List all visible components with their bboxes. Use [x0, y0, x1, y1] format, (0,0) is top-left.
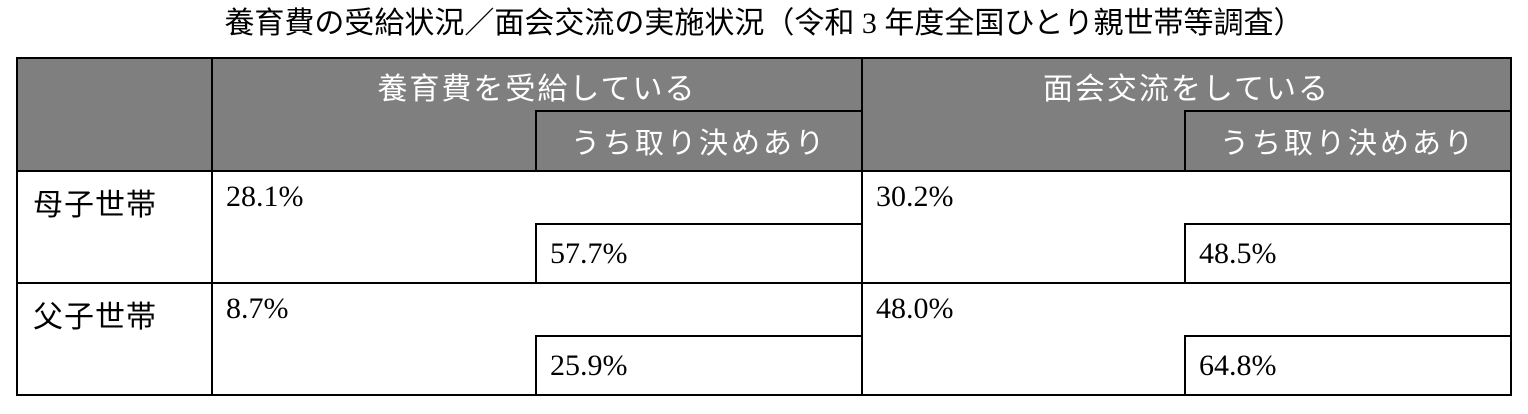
header-sub-label-text: うち取り決めあり [1219, 128, 1476, 160]
header-sub-label-child-support: うち取り決めあり [535, 110, 861, 170]
header-corner-cell [18, 59, 211, 172]
cell-sub-value: 25.9% [550, 348, 628, 382]
cell-father-child-support: 8.7% 25.9% [213, 284, 861, 394]
cell-mother-child-support: 28.1% 57.7% [213, 172, 861, 284]
header-sub-label-visitation: うち取り決めあり [1184, 110, 1510, 170]
header-group-child-support: 養育費を受給している うち取り決めあり [213, 59, 861, 172]
cell-main-value: 28.1% [226, 180, 304, 213]
header-group-label: 面会交流をしている [1042, 72, 1331, 106]
cell-mother-visitation: 30.2% 48.5% [863, 172, 1510, 284]
cell-sub-value: 64.8% [1199, 348, 1277, 382]
survey-table: 母子世帯 父子世帯 養育費を受給している うち取り決めあり 28.1% 57.7… [16, 57, 1512, 396]
cell-sub-box: 57.7% [535, 223, 861, 282]
cell-main-value: 48.0% [876, 292, 954, 325]
cell-sub-value: 48.5% [1199, 236, 1277, 270]
column-group-visitation: 面会交流をしている うち取り決めあり 30.2% 48.5% 48.0% 64.… [863, 59, 1510, 394]
cell-sub-box: 48.5% [1184, 223, 1510, 282]
row-label-cell-mother: 母子世帯 [18, 172, 211, 284]
cell-sub-box: 25.9% [535, 335, 861, 394]
column-group-child-support: 養育費を受給している うち取り決めあり 28.1% 57.7% 8.7% 25.… [213, 59, 863, 394]
row-label: 母子世帯 [33, 189, 157, 222]
row-label-cell-father: 父子世帯 [18, 284, 211, 394]
page-title: 養育費の受給状況／面会交流の実施状況（令和 3 年度全国ひとり親世帯等調査） [224, 7, 1304, 40]
cell-main-value: 8.7% [226, 292, 289, 325]
cell-sub-value: 57.7% [550, 236, 628, 270]
cell-sub-box: 64.8% [1184, 335, 1510, 394]
row-label: 父子世帯 [33, 301, 157, 334]
header-group-label: 養育費を受給している [377, 72, 697, 106]
cell-father-visitation: 48.0% 64.8% [863, 284, 1510, 394]
cell-main-value: 30.2% [876, 180, 954, 213]
header-sub-label-text: うち取り決めあり [570, 128, 827, 160]
column-row-labels: 母子世帯 父子世帯 [18, 59, 213, 394]
header-group-visitation: 面会交流をしている うち取り決めあり [863, 59, 1510, 172]
